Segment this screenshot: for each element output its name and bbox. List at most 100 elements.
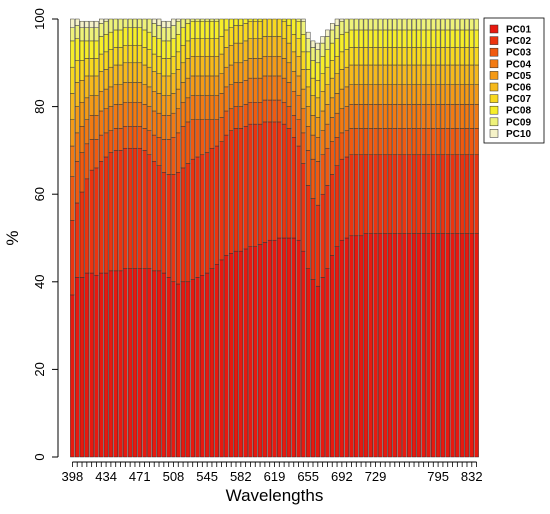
bar-segment-pc02-639: [291, 137, 296, 239]
bar-segment-pc05-460: [127, 82, 133, 103]
bar-segment-pc04-492: [156, 112, 162, 138]
bar-segment-pc08-729: [373, 29, 378, 48]
bar-segment-pc02-644: [296, 145, 301, 241]
bar-segment-pc09-492: [156, 25, 162, 39]
bar-segment-pc04-481: [147, 106, 152, 131]
bar-segment-pc04-739: [382, 104, 388, 129]
bar-segment-pc06-460: [127, 62, 133, 83]
bar-segment-pc08-639: [291, 18, 296, 35]
bar-segment-pc03-571: [228, 108, 234, 131]
bar-segment-pc02-734: [378, 154, 383, 234]
bar-segment-pc04-776: [416, 104, 422, 129]
bar-segment-pc06-629: [281, 38, 287, 59]
bar-segment-pc02-795: [435, 154, 441, 234]
bar-segment-pc08-434: [103, 34, 109, 53]
bar-segment-pc05-540: [200, 75, 205, 96]
bar-segment-pc03-655: [305, 150, 311, 186]
bar-segment-pc04-508: [171, 112, 176, 138]
bar-segment-pc06-613: [267, 36, 272, 57]
bar-segment-pc05-524: [185, 77, 191, 99]
bar-segment-pc07-471: [137, 45, 143, 64]
bar-segment-pc02-423: [94, 167, 99, 276]
bar-segment-pc08-524: [185, 23, 191, 42]
bar-segment-pc04-687: [334, 112, 340, 138]
bar-segment-pc03-723: [368, 128, 373, 156]
bar-segment-pc07-444: [113, 47, 118, 66]
bar-segment-pc01-697: [344, 237, 349, 458]
bar-segment-pc09-655: [305, 38, 311, 53]
y-tick-label-20: 20: [32, 362, 47, 376]
bar-segment-pc01-497: [161, 272, 167, 458]
bar-segment-pc05-576: [233, 62, 239, 83]
bar-segment-pc08-566: [224, 18, 229, 31]
bar-segment-pc02-650: [301, 163, 306, 252]
bar-segment-pc03-800: [440, 128, 446, 156]
legend-swatch-pc07: [489, 94, 499, 103]
bar-segment-pc05-665: [315, 117, 321, 138]
bar-segment-pc08-800: [440, 29, 446, 48]
bar-segment-pc08-497: [161, 40, 167, 59]
bar-segment-pc08-535: [195, 20, 200, 39]
bar-segment-pc06-465: [132, 62, 138, 83]
bar-segment-pc04-781: [421, 104, 426, 129]
bar-segment-pc07-744: [387, 47, 393, 66]
bar-segment-pc07-739: [382, 47, 388, 66]
bar-segment-pc05-687: [334, 93, 340, 114]
bar-segment-pc06-781: [421, 64, 426, 85]
bar-segment-pc03-619: [272, 99, 277, 123]
bar-segment-pc03-702: [349, 128, 354, 156]
bar-segment-pc04-729: [373, 104, 378, 129]
bar-segment-pc08-713: [358, 29, 364, 48]
bar-segment-pc10-423: [94, 20, 99, 28]
bar-segment-pc04-629: [281, 77, 287, 103]
bar-segment-pc03-434: [103, 132, 109, 158]
bar-segment-pc04-826: [464, 104, 470, 129]
legend-label-pc08: PC08: [506, 106, 531, 117]
bar-segment-pc06-676: [325, 84, 330, 105]
bar-segment-pc04-665: [315, 137, 321, 162]
bar-segment-pc06-481: [147, 66, 152, 88]
bar-segment-pc05-655: [305, 106, 311, 127]
bar-segment-pc03-826: [464, 128, 470, 156]
bar-segment-pc06-816: [455, 64, 460, 85]
bar-segment-pc03-665: [315, 161, 321, 206]
bar-segment-pc02-529: [190, 158, 195, 280]
bar-segment-pc05-644: [296, 75, 301, 96]
bar-segment-pc07-535: [195, 38, 200, 57]
bar-segment-pc05-487: [151, 91, 157, 112]
bar-segment-pc04-795: [435, 104, 441, 129]
y-tick-label-80: 80: [32, 99, 47, 113]
x-tick-label-619: 619: [264, 469, 286, 484]
bar-segment-pc08-602: [257, 18, 263, 22]
bar-segment-pc03-481: [147, 130, 152, 156]
bar-segment-pc07-418: [89, 58, 94, 77]
bar-segment-pc01-718: [363, 233, 369, 458]
bar-segment-pc05-718: [363, 84, 369, 105]
bar-segment-pc07-770: [411, 47, 417, 66]
bar-segment-pc09-481: [147, 18, 152, 33]
bar-segment-pc02-805: [445, 154, 450, 234]
bar-segment-pc05-681: [329, 97, 335, 118]
bar-segment-pc10-398: [70, 18, 75, 28]
bar-segment-pc02-624: [277, 121, 282, 239]
bar-segment-pc06-739: [382, 64, 388, 85]
bar-segment-pc03-713: [358, 128, 364, 156]
bar-segment-pc06-671: [320, 91, 325, 112]
bar-segment-pc02-513: [176, 172, 181, 285]
bar-segment-pc01-639: [291, 237, 296, 458]
bar-segment-pc04-540: [200, 95, 205, 120]
bar-segment-pc05-671: [320, 110, 325, 131]
bar-segment-pc02-582: [238, 128, 244, 252]
bar-segment-pc10-665: [315, 42, 321, 50]
bar-segment-pc08-770: [411, 29, 417, 48]
bar-segment-pc07-786: [426, 47, 431, 66]
bar-segment-pc09-434: [103, 20, 109, 35]
bar-segment-pc05-403: [74, 106, 80, 134]
bar-segment-pc05-634: [286, 62, 292, 83]
legend-swatch-pc05: [489, 71, 499, 80]
bar-segment-pc07-487: [151, 53, 157, 72]
bar-segment-pc04-423: [94, 115, 99, 140]
legend-label-pc04: PC04: [506, 59, 531, 70]
bar-segment-pc02-754: [397, 154, 402, 234]
bar-segment-pc06-423: [94, 75, 99, 96]
